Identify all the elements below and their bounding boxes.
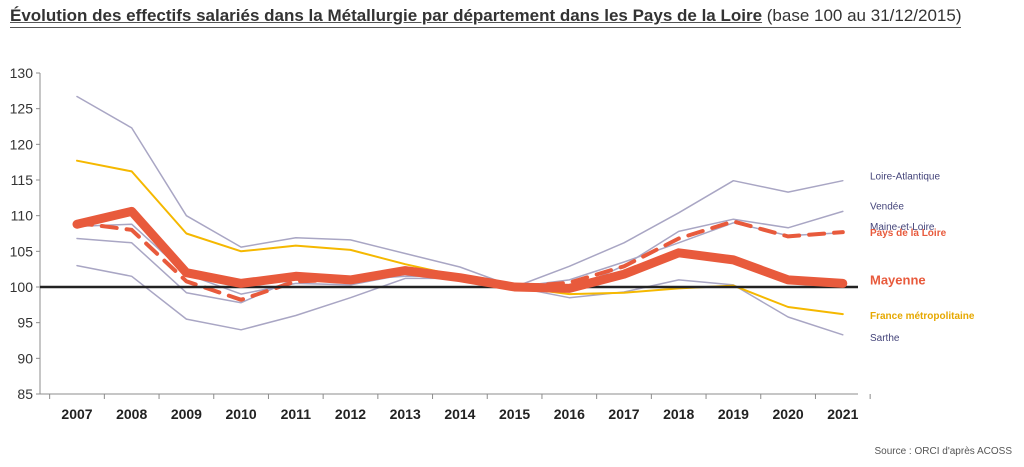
y-tick-label: 100: [10, 279, 34, 295]
y-tick-label: 110: [11, 208, 34, 224]
y-tick-label: 125: [10, 101, 34, 117]
chart-title-main: Évolution des effectifs salariés dans la…: [10, 6, 763, 25]
x-tick-label: 2014: [444, 406, 475, 422]
y-tick-label: 90: [17, 350, 33, 366]
series-label-mayenne: Mayenne: [870, 272, 926, 287]
series-label-vendee: Vendée: [870, 201, 904, 212]
x-tick-label: 2015: [499, 406, 530, 422]
x-tick-label: 2009: [171, 406, 202, 422]
y-tick-label: 105: [10, 243, 34, 259]
y-tick-label: 115: [11, 172, 34, 188]
x-tick-label: 2011: [281, 406, 312, 422]
series-label-maine-et-loire: Maine-et-Loire: [870, 222, 935, 233]
x-tick-label: 2018: [663, 406, 694, 422]
x-tick-label: 2013: [390, 406, 421, 422]
y-tick-label: 95: [17, 315, 33, 331]
series-label-loire-atlantique: Loire-Atlantique: [870, 172, 940, 183]
source-note: Source : ORCI d'après ACOSS: [874, 446, 1012, 457]
series-label-sarthe: Sarthe: [870, 333, 900, 344]
x-tick-label: 2020: [773, 406, 804, 422]
series-line-loire-atlantique: [76, 95, 844, 288]
x-tick-label: 2019: [718, 406, 749, 422]
x-tick-label: 2007: [61, 406, 92, 422]
y-tick-label: 120: [10, 136, 34, 152]
x-tick-label: 2017: [608, 406, 639, 422]
x-tick-label: 2010: [226, 406, 257, 422]
x-tick-label: 2016: [554, 406, 585, 422]
y-tick-label: 130: [10, 65, 34, 81]
series-label-pays-de-la-loire: Pays de la Loire: [870, 228, 947, 239]
y-tick-label: 85: [17, 386, 33, 402]
x-tick-label: 2008: [116, 406, 147, 422]
x-tick-label: 2012: [335, 406, 366, 422]
series-label-france-metropolitaine: France métropolitaine: [870, 311, 975, 322]
chart-title: Évolution des effectifs salariés dans la…: [10, 6, 962, 28]
chart-title-base: (base 100 au 31/12/2015): [762, 6, 962, 25]
x-tick-label: 2021: [827, 406, 858, 422]
series-line-mayenne: [72, 206, 848, 293]
